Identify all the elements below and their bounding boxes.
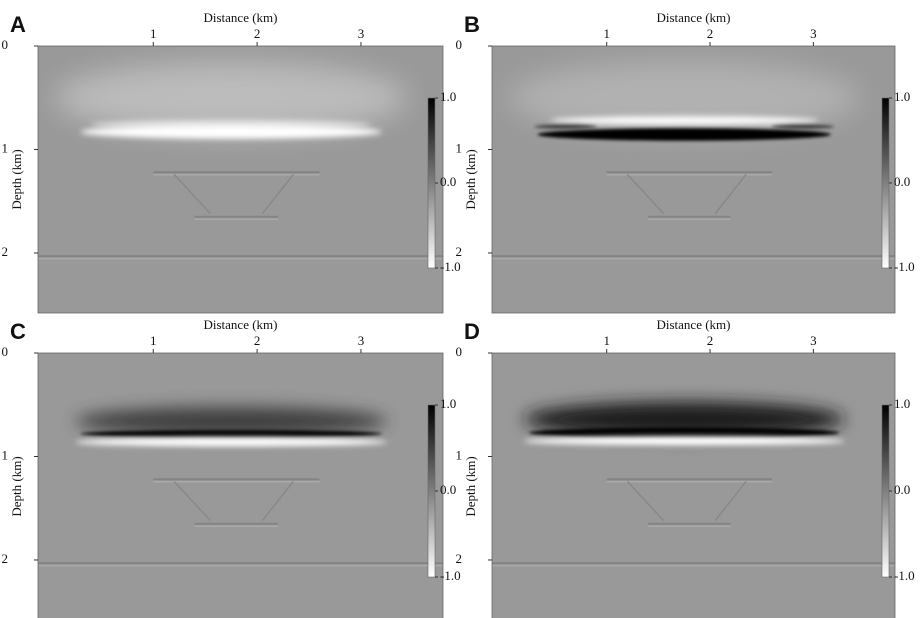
colorbar-tick-label: 0.0 xyxy=(440,482,456,497)
panel-label: C xyxy=(10,319,26,344)
x-tick-label: 1 xyxy=(603,333,610,348)
x-axis-label: Distance (km) xyxy=(203,317,277,332)
x-tick-label: 1 xyxy=(150,333,157,348)
colorbar-tick-label: -1.0 xyxy=(894,259,915,274)
y-tick-label: 1 xyxy=(2,140,9,155)
x-tick-label: 1 xyxy=(603,26,610,41)
seismic-image xyxy=(492,46,895,313)
x-tick-label: 3 xyxy=(358,26,365,41)
x-tick-label: 3 xyxy=(810,26,817,41)
colorbar xyxy=(427,404,436,578)
diffraction xyxy=(626,480,747,522)
seismic-image xyxy=(492,353,895,618)
plot-frame xyxy=(37,45,444,314)
y-tick-label: 2 xyxy=(2,551,9,566)
x-tick-label: 2 xyxy=(254,333,261,348)
y-tick-label: 2 xyxy=(456,244,463,259)
panel-label: B xyxy=(464,12,480,37)
seismic-image xyxy=(38,353,443,618)
y-axis-label: Depth (km) xyxy=(9,456,24,516)
diffraction xyxy=(173,480,295,522)
x-tick-label: 2 xyxy=(707,333,714,348)
x-axis-label: Distance (km) xyxy=(656,317,730,332)
colorbar-tick-label: 1.0 xyxy=(894,89,910,104)
plot-frame xyxy=(491,352,896,618)
reflector xyxy=(524,436,845,446)
reflector xyxy=(529,427,840,438)
plot-frame xyxy=(37,352,444,618)
y-axis-label: Depth (km) xyxy=(463,149,478,209)
x-tick-label: 1 xyxy=(150,26,157,41)
panel-label: A xyxy=(10,12,26,37)
colorbar-tick-label: 1.0 xyxy=(894,396,910,411)
reflector xyxy=(80,430,382,438)
colorbar-tick-label: -1.0 xyxy=(894,568,915,583)
reflector xyxy=(549,116,819,125)
x-tick-label: 2 xyxy=(254,26,261,41)
diffraction xyxy=(626,173,747,215)
y-tick-label: 1 xyxy=(456,140,463,155)
colorbar-tick-label: 1.0 xyxy=(440,396,456,411)
x-tick-label: 3 xyxy=(358,333,365,348)
y-tick-label: 0 xyxy=(2,37,9,52)
reflector xyxy=(75,437,387,447)
x-tick-label: 2 xyxy=(707,26,714,41)
y-tick-label: 0 xyxy=(456,344,463,359)
reflector xyxy=(537,128,831,141)
y-tick-label: 2 xyxy=(2,244,9,259)
reflector xyxy=(80,125,382,139)
x-axis-label: Distance (km) xyxy=(656,10,730,25)
y-tick-label: 0 xyxy=(456,37,463,52)
colorbar xyxy=(427,97,436,269)
image-background xyxy=(38,353,443,618)
colorbar xyxy=(881,97,890,269)
colorbar xyxy=(881,404,890,578)
y-tick-label: 1 xyxy=(456,447,463,462)
colorbar-tick-label: 0.0 xyxy=(894,174,910,189)
y-tick-label: 0 xyxy=(2,344,9,359)
x-axis-label: Distance (km) xyxy=(203,10,277,25)
reflector xyxy=(75,406,387,436)
reflector xyxy=(772,124,835,129)
y-axis-label: Depth (km) xyxy=(463,456,478,516)
y-axis-label: Depth (km) xyxy=(9,149,24,209)
y-tick-label: 1 xyxy=(2,447,9,462)
reflector xyxy=(508,61,860,134)
colorbar-tick-label: -1.0 xyxy=(440,568,461,583)
diffraction xyxy=(173,173,295,215)
colorbar-tick-label: 0.0 xyxy=(440,174,456,189)
reflector xyxy=(524,401,845,437)
reflector xyxy=(534,124,597,129)
y-tick-label: 2 xyxy=(456,551,463,566)
seismic-image xyxy=(38,46,443,313)
colorbar-tick-label: 1.0 xyxy=(440,89,456,104)
image-background xyxy=(492,353,895,618)
reflector xyxy=(54,61,408,134)
plot-frame xyxy=(491,45,896,314)
colorbar-tick-label: 0.0 xyxy=(894,482,910,497)
panel-label: D xyxy=(464,319,480,344)
x-tick-label: 3 xyxy=(810,333,817,348)
colorbar-tick-label: -1.0 xyxy=(440,259,461,274)
